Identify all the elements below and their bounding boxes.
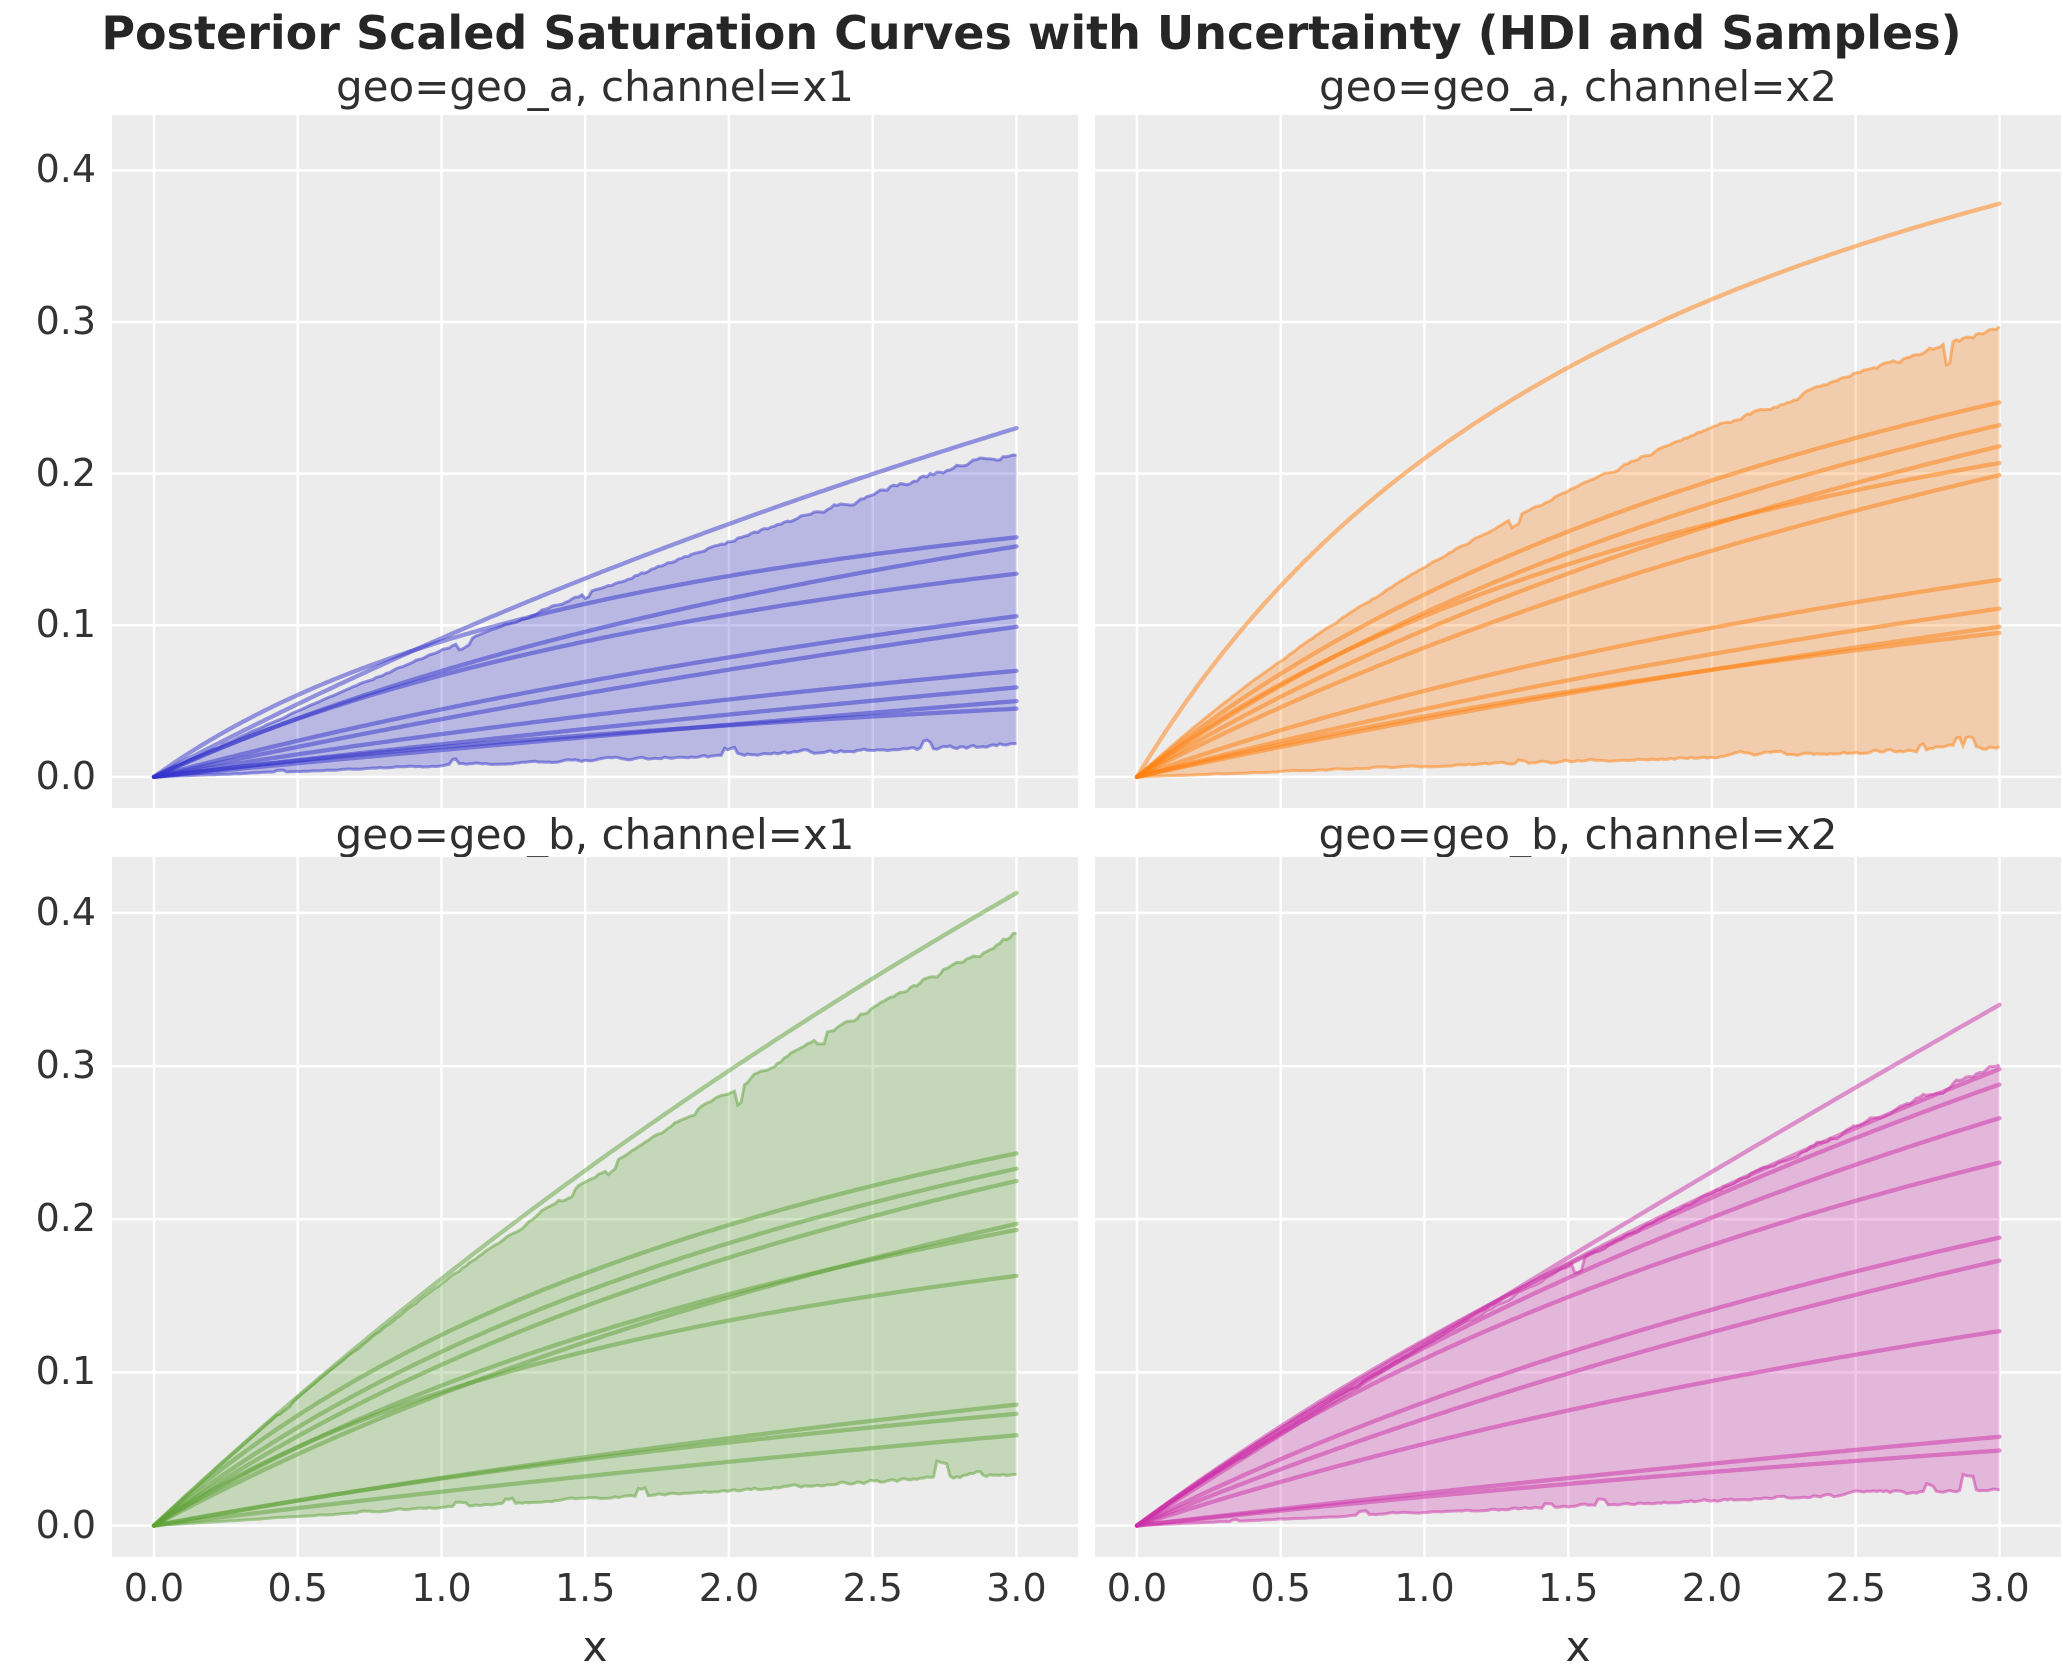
- sample-curve: [1134, 201, 2002, 780]
- sample-curve: [1134, 1235, 2002, 1528]
- sample-curve: [1134, 1160, 2002, 1528]
- y-tick-label: 0.0: [35, 754, 96, 799]
- sample-curve: [1134, 1258, 2002, 1528]
- x-tick-label: 3.0: [1969, 1566, 2030, 1610]
- sample-curve: [151, 1411, 1019, 1528]
- x-tick-label: 1.0: [411, 1566, 472, 1610]
- plot-area-geo-b-x1: [112, 857, 1078, 1557]
- y-tick-label: 0.4: [35, 890, 96, 935]
- y-tick-label: 0.4: [35, 147, 96, 192]
- y-tick-label: 0.3: [35, 1043, 96, 1088]
- hdi-band-lower-edge: [1136, 735, 2001, 779]
- sample-curve: [1134, 460, 2002, 780]
- x-axis-label-left: x: [582, 1622, 608, 1671]
- x-tick-label: 2.0: [1681, 1566, 1743, 1610]
- y-tick-label: 0.2: [35, 450, 96, 495]
- x-tick-label: 1.5: [555, 1566, 616, 1610]
- sample-curve: [1134, 630, 2002, 780]
- sample-curve: [151, 1166, 1019, 1528]
- sample-curve: [151, 1178, 1019, 1528]
- y-tick-label: 0.1: [35, 1349, 96, 1394]
- x-tick-label: 0.5: [267, 1566, 328, 1610]
- plot-area-geo-a-x1: [112, 115, 1078, 808]
- sample-curve: [1134, 400, 2002, 780]
- plot-area-geo-b-x2: [1095, 857, 2061, 1557]
- sample-curve: [151, 624, 1019, 780]
- y-tick-label: 0.2: [35, 1196, 96, 1241]
- sample-curve: [151, 1151, 1019, 1528]
- sample-curve: [1134, 1448, 2002, 1528]
- subplot-title-geo-b-x2: geo=geo_b, channel=x2: [1318, 810, 1838, 859]
- subplot-geo-b-x1: [112, 857, 1078, 1557]
- x-axis-label-right: x: [1565, 1622, 1591, 1671]
- x-tick-label: 2.5: [1825, 1566, 1886, 1610]
- subplot-title-geo-a-x2: geo=geo_a, channel=x2: [1319, 62, 1837, 111]
- plot-area-geo-a-x2: [1095, 115, 2061, 808]
- x-tick-label: 0.0: [1106, 1566, 1168, 1610]
- sample-curve: [151, 1433, 1019, 1528]
- hdi-band-lower-edge: [153, 738, 1017, 779]
- hdi-band-upper-edge: [153, 453, 1017, 779]
- sample-curve: [151, 1273, 1019, 1528]
- subplot-geo-b-x2: [1095, 857, 2061, 1557]
- sample-curve: [151, 614, 1019, 780]
- sample-curve: [1134, 1328, 2002, 1528]
- sample-curve: [151, 890, 1019, 1528]
- subplot-title-geo-a-x1: geo=geo_a, channel=x1: [336, 62, 854, 111]
- sample-curve: [151, 706, 1019, 780]
- x-tick-label: 0.0: [123, 1566, 185, 1610]
- sample-curve: [1134, 1082, 2002, 1528]
- x-tick-label: 1.0: [1394, 1566, 1455, 1610]
- x-tick-label: 2.5: [842, 1566, 903, 1610]
- y-tick-label: 0.1: [35, 602, 96, 647]
- y-tick-label: 0.3: [35, 299, 96, 344]
- sample-curve: [1134, 472, 2002, 780]
- sample-curve: [1134, 444, 2002, 780]
- sample-curve: [151, 668, 1019, 780]
- subplot-geo-a-x2: [1095, 115, 2061, 808]
- hdi-band-lower-edge: [1136, 1472, 2000, 1528]
- y-tick-label: 0.0: [35, 1502, 96, 1547]
- sample-curve: [151, 535, 1019, 780]
- hdi-band-upper-edge: [1135, 325, 2001, 779]
- sample-curve: [1134, 606, 2002, 780]
- subplot-title-geo-b-x1: geo=geo_b, channel=x1: [335, 810, 855, 859]
- figure-title: Posterior Scaled Saturation Curves with …: [101, 6, 1962, 60]
- x-tick-label: 2.0: [698, 1566, 760, 1610]
- subplot-geo-a-x1: [112, 115, 1078, 808]
- sample-curve: [151, 571, 1019, 780]
- sample-curve: [151, 425, 1019, 780]
- hdi-band-lower-edge: [153, 1459, 1017, 1528]
- sample-curve: [1134, 577, 2002, 780]
- x-tick-label: 0.5: [1250, 1566, 1311, 1610]
- x-tick-label: 3.0: [986, 1566, 1047, 1610]
- hdi-band: [154, 933, 1017, 1526]
- sample-curve: [1134, 1116, 2002, 1528]
- x-tick-label: 1.5: [1538, 1566, 1599, 1610]
